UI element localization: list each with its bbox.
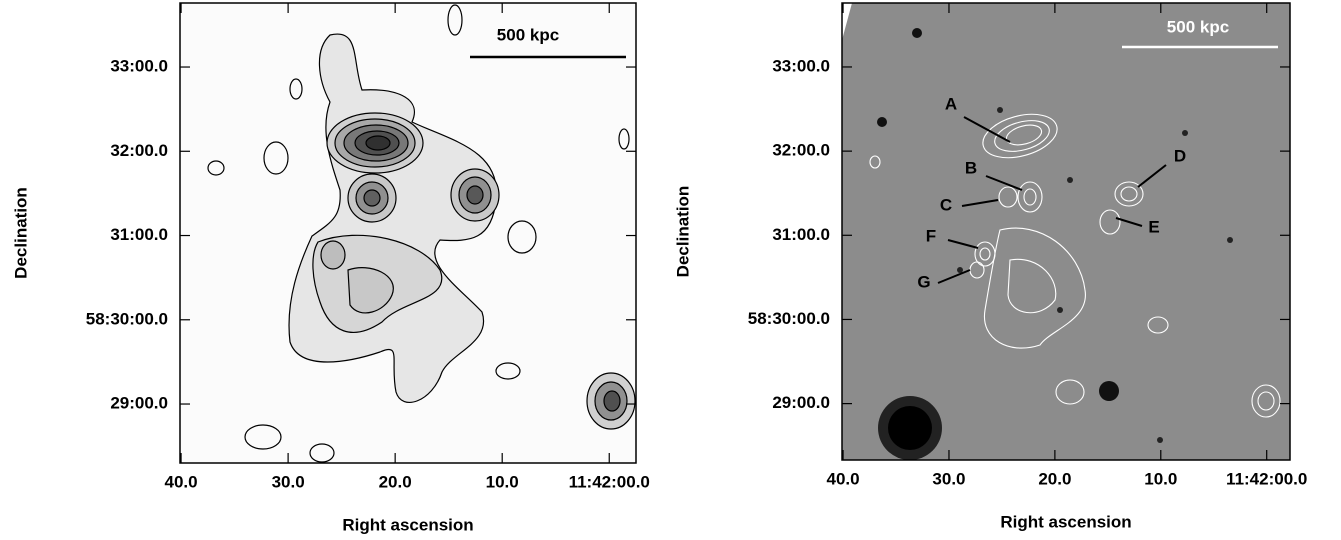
y-axis-label: Declination — [11, 187, 30, 279]
annotation: G — [917, 272, 930, 291]
x-axis-label: Right ascension — [342, 515, 473, 534]
radio-map — [180, 3, 636, 463]
x-tick-label: 10.0 — [486, 472, 519, 491]
annotation: C — [940, 195, 952, 214]
optical-image — [842, 3, 1290, 460]
x-tick-label: 10.0 — [1144, 469, 1177, 488]
annotation: E — [1148, 217, 1159, 236]
annotation: 500 kpc — [1167, 17, 1229, 36]
x-tick-label: 20.0 — [1038, 469, 1071, 488]
y-tick-label: 29:00.0 — [772, 393, 830, 412]
x-tick-label: 20.0 — [379, 472, 412, 491]
annotation: A — [945, 94, 957, 113]
x-tick-label: 30.0 — [932, 469, 965, 488]
x-tick-label: 11:42:00.0 — [569, 472, 650, 491]
y-axis-label: Declination — [673, 186, 692, 278]
y-tick-label: 31:00.0 — [110, 225, 168, 244]
y-tick-label: 32:00.0 — [110, 141, 168, 160]
annotation: B — [965, 158, 977, 177]
x-tick-label: 30.0 — [272, 472, 305, 491]
y-tick-label: 58:30:00.0 — [748, 309, 830, 328]
plot-frame — [179, 2, 637, 464]
x-tick-label: 11:42:00.0 — [1226, 469, 1307, 488]
annotation: D — [1174, 146, 1186, 165]
y-tick-label: 29:00.0 — [110, 394, 168, 413]
y-tick-label: 33:00.0 — [772, 56, 830, 75]
annotation: 500 kpc — [497, 25, 559, 44]
x-tick-label: 40.0 — [165, 472, 198, 491]
y-tick-label: 33:00.0 — [110, 57, 168, 76]
annotation: F — [926, 226, 936, 245]
y-tick-label: 58:30:00.0 — [86, 309, 168, 328]
y-tick-label: 32:00.0 — [772, 141, 830, 160]
x-axis-label: Right ascension — [1000, 512, 1131, 531]
plot-frame — [841, 2, 1291, 461]
x-tick-label: 40.0 — [827, 469, 860, 488]
y-tick-label: 31:00.0 — [772, 225, 830, 244]
